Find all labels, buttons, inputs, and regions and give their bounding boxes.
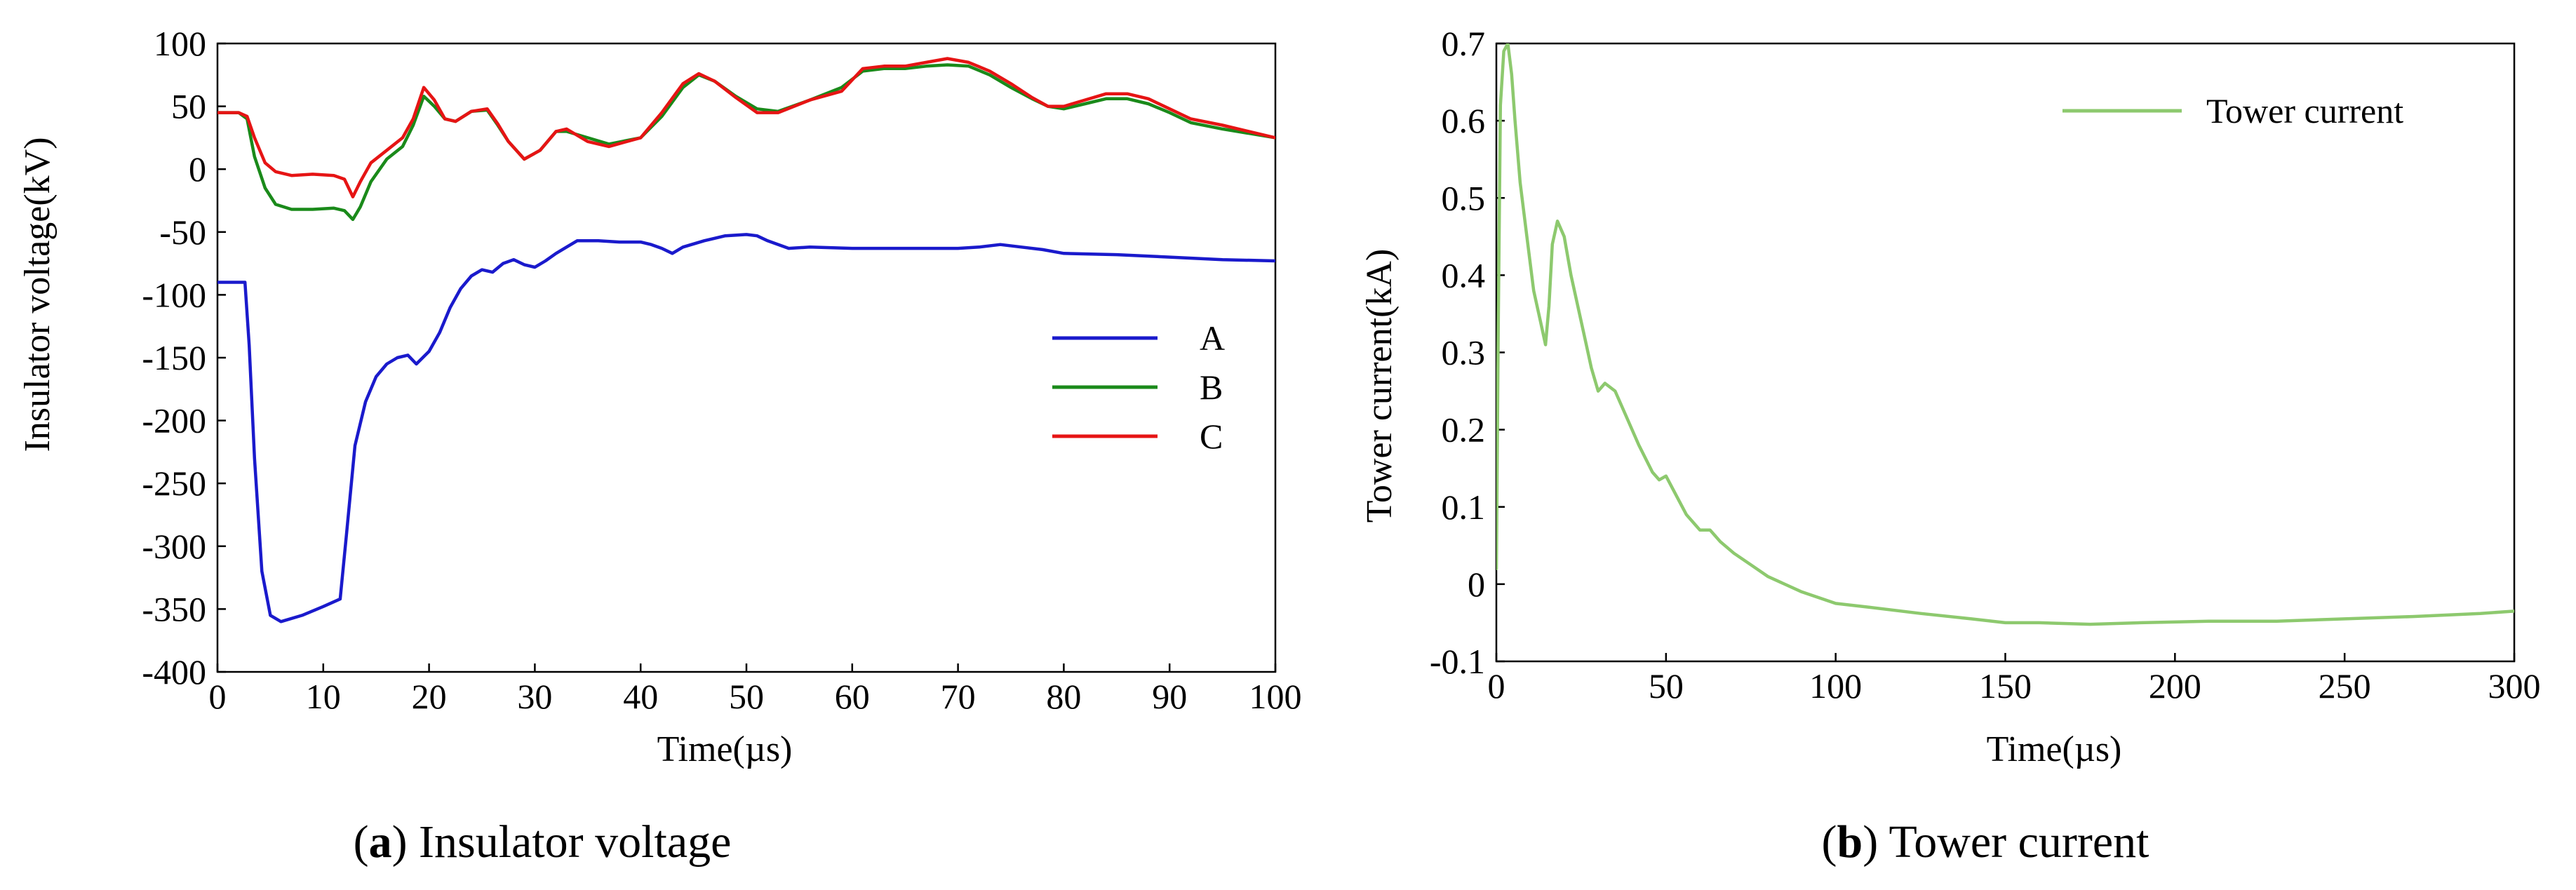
x-tick-label: 10 [306,677,341,716]
y-tick-label: 0 [189,149,206,189]
caption-letter: b [1837,816,1863,868]
x-tick-label: 250 [2319,666,2371,706]
y-tick-label: 0.6 [1442,101,1486,140]
series-line-b [217,63,1275,222]
x-tick-label: 300 [2488,666,2541,706]
y-tick-label: 0.1 [1442,487,1486,527]
caption: (b) Tower current [1821,816,2149,868]
y-tick-label: 0.3 [1442,333,1486,372]
tick-labels: 0 50 100 150 200 250 300 0.7 0.6 0.5 0.4 0.3 0.2 0.1 0… [1430,24,2541,706]
x-tick-label: 20 [412,677,447,716]
y-tick-label: -250 [142,464,206,503]
x-tick-label: 50 [1649,666,1684,706]
caption: (a) Insulator voltage [354,816,732,868]
y-tick-label: 0.5 [1442,178,1486,217]
axes-frame [216,42,1277,673]
x-tick-label: 200 [2149,666,2201,706]
y-tick-label: 100 [154,24,206,63]
y-tick-label: -200 [142,401,206,440]
x-tick-label: 70 [941,677,976,716]
legend: ABC [1052,318,1225,456]
caption-text: Insulator voltage [419,816,731,868]
x-tick-label: 40 [623,677,658,716]
y-tick-label: 0.7 [1442,24,1486,63]
y-axis-label: Tower current(kA) [1360,249,1400,523]
x-tick-label: 0 [209,677,227,716]
x-tick-label: 30 [517,677,552,716]
x-tick-label: 150 [1979,666,2032,706]
series-line-c [217,57,1275,198]
legend-label: B [1200,368,1223,407]
x-tick-label: 100 [1809,666,1862,706]
y-tick-label: -150 [142,338,206,377]
x-tick-label: 0 [1488,666,1505,706]
x-axis-label: Time(µs) [1987,729,2122,769]
y-tick-label: -400 [142,652,206,692]
caption-letter: a [369,816,392,868]
x-tick-label: 60 [835,677,870,716]
x-tick-label: 90 [1152,677,1187,716]
y-tick-label: 50 [171,87,206,126]
chart-panel-tower-current: Tower current(kA) Time(µs) 0 50 100 150 200 2… [1360,24,2541,868]
x-tick-label: 100 [1249,677,1302,716]
x-tick-label: 80 [1046,677,1081,716]
legend: Tower current [2062,91,2403,130]
legend-label: C [1200,417,1223,456]
axes-frame [1495,42,2516,663]
x-tick-label: 50 [729,677,764,716]
y-axis-label: Insulator voltage(kV) [18,137,58,452]
y-tick-label: -350 [142,589,206,628]
y-tick-label: 0.2 [1442,410,1486,450]
y-tick-label: -100 [142,275,206,314]
legend-label: A [1200,318,1225,358]
y-tick-label: 0 [1468,565,1485,604]
legend-label: Tower current [2206,91,2403,130]
plot-area [216,42,1277,673]
chart-panel-insulator-voltage: Insulator voltage(kV) Time(µs) 0 10 20 30 40… [18,24,1302,868]
y-tick-label: 0.4 [1442,255,1486,295]
series-line-a [217,233,1275,623]
tick-labels: 0 10 20 30 40 50 60 70 80 90 100 100 50 0 -50 -100 -150 -… [142,24,1301,716]
caption-text: Tower current [1889,816,2149,868]
plot-area [1495,42,2516,663]
y-tick-label: -50 [159,213,206,252]
y-tick-label: -0.1 [1430,642,1485,681]
y-tick-label: -300 [142,527,206,566]
x-axis-label: Time(µs) [657,729,793,769]
series-line-tower-current [1496,43,2514,626]
